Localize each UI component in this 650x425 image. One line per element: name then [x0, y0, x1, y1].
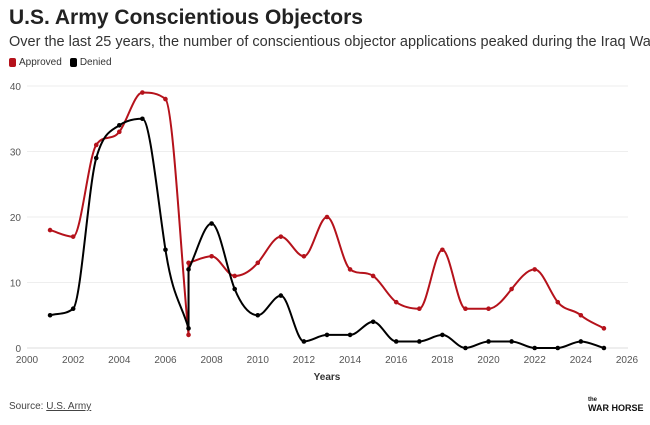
data-point-approved: [117, 129, 122, 135]
y-tick-label: 40: [10, 82, 22, 93]
chart-subtitle: Over the last 25 years, the number of co…: [9, 34, 650, 50]
data-point-approved: [347, 267, 353, 272]
data-point-denied: [278, 293, 284, 298]
legend-swatch-approved: [9, 58, 16, 67]
y-tick-label: 30: [10, 148, 22, 159]
x-tick-label: 2012: [293, 355, 316, 366]
legend-swatch-denied: [69, 58, 77, 67]
x-tick-label: 2018: [431, 355, 454, 366]
x-tick-label: 2024: [570, 355, 593, 366]
x-tick-label: 2020: [477, 355, 500, 366]
legend-item-approved[interactable]: Approved: [9, 57, 62, 68]
legend-label-denied: Denied: [79, 57, 112, 68]
x-tick-label: 2014: [339, 355, 362, 366]
data-point-denied: [140, 116, 145, 122]
data-point-denied: [578, 339, 584, 344]
x-tick-label: 2008: [200, 355, 223, 366]
series-line-approved: [49, 91, 605, 335]
data-point-approved: [209, 253, 214, 259]
data-point-denied: [186, 326, 191, 331]
x-tick-label: 2022: [524, 355, 547, 366]
data-point-denied: [440, 332, 445, 338]
x-tick-label: 2002: [62, 355, 85, 366]
x-tick-label: 2000: [16, 355, 39, 366]
series-line-denied: [49, 117, 605, 350]
data-point-denied: [93, 155, 99, 161]
data-point-denied: [255, 312, 261, 318]
chart-title: U.S. Army Conscientious Objectors: [9, 6, 363, 29]
source-label: Source:: [9, 401, 44, 412]
data-point-denied: [601, 345, 607, 351]
data-point-approved: [301, 253, 307, 259]
data-point-approved: [486, 306, 491, 312]
x-tick-label: 2010: [247, 355, 270, 366]
data-point-denied: [324, 332, 330, 338]
data-point-approved: [93, 142, 99, 148]
data-point-approved: [440, 247, 445, 253]
data-point-approved: [140, 90, 145, 95]
data-point-denied: [532, 345, 537, 351]
data-point-denied: [463, 345, 468, 351]
data-point-denied: [47, 312, 53, 318]
legend: Approved Denied: [9, 57, 112, 68]
data-point-approved: [393, 299, 399, 305]
legend-item-denied[interactable]: Denied: [69, 57, 112, 68]
data-point-approved: [278, 234, 284, 239]
data-point-approved: [509, 286, 514, 292]
data-point-approved: [255, 260, 261, 266]
data-point-approved: [70, 234, 76, 239]
data-point-approved: [232, 273, 237, 279]
y-tick-label: 20: [10, 213, 22, 224]
legend-label-approved: Approved: [19, 57, 62, 68]
data-point-approved: [324, 214, 330, 220]
data-point-denied: [347, 332, 353, 338]
y-tick-label: 0: [15, 344, 21, 355]
logo-small-text: the: [588, 397, 597, 403]
data-point-denied: [186, 267, 191, 272]
source-link[interactable]: U.S. Army: [46, 401, 92, 412]
data-point-denied: [417, 339, 422, 344]
data-point-denied: [117, 123, 122, 128]
source-note: Source: U.S. Army: [9, 401, 91, 412]
x-tick-label: 2006: [154, 355, 177, 366]
data-point-approved: [47, 227, 53, 233]
logo-text: WAR HORSE: [588, 403, 644, 413]
x-axis-label: Years: [314, 372, 341, 383]
data-point-denied: [393, 339, 399, 344]
data-point-approved: [370, 273, 376, 279]
data-point-approved: [186, 332, 191, 338]
data-point-approved: [578, 312, 584, 318]
data-point-denied: [209, 221, 214, 226]
x-tick-label: 2026: [616, 355, 639, 366]
data-point-approved: [163, 96, 168, 102]
x-tick-label: 2016: [385, 355, 408, 366]
data-point-approved: [417, 306, 422, 312]
data-point-approved: [186, 260, 191, 266]
data-point-denied: [370, 319, 376, 325]
data-point-denied: [163, 247, 168, 253]
data-point-denied: [70, 306, 76, 312]
data-point-denied: [509, 339, 514, 344]
data-point-approved: [601, 326, 607, 331]
x-tick-label: 2004: [108, 355, 131, 366]
data-point-approved: [532, 267, 537, 272]
war-horse-logo: the WAR HORSE: [588, 396, 644, 413]
data-point-denied: [232, 286, 237, 292]
data-point-approved: [555, 299, 561, 305]
y-tick-label: 10: [10, 279, 22, 290]
data-point-denied: [486, 339, 491, 344]
data-point-denied: [555, 345, 561, 351]
data-point-approved: [463, 306, 468, 312]
data-point-denied: [301, 339, 307, 344]
